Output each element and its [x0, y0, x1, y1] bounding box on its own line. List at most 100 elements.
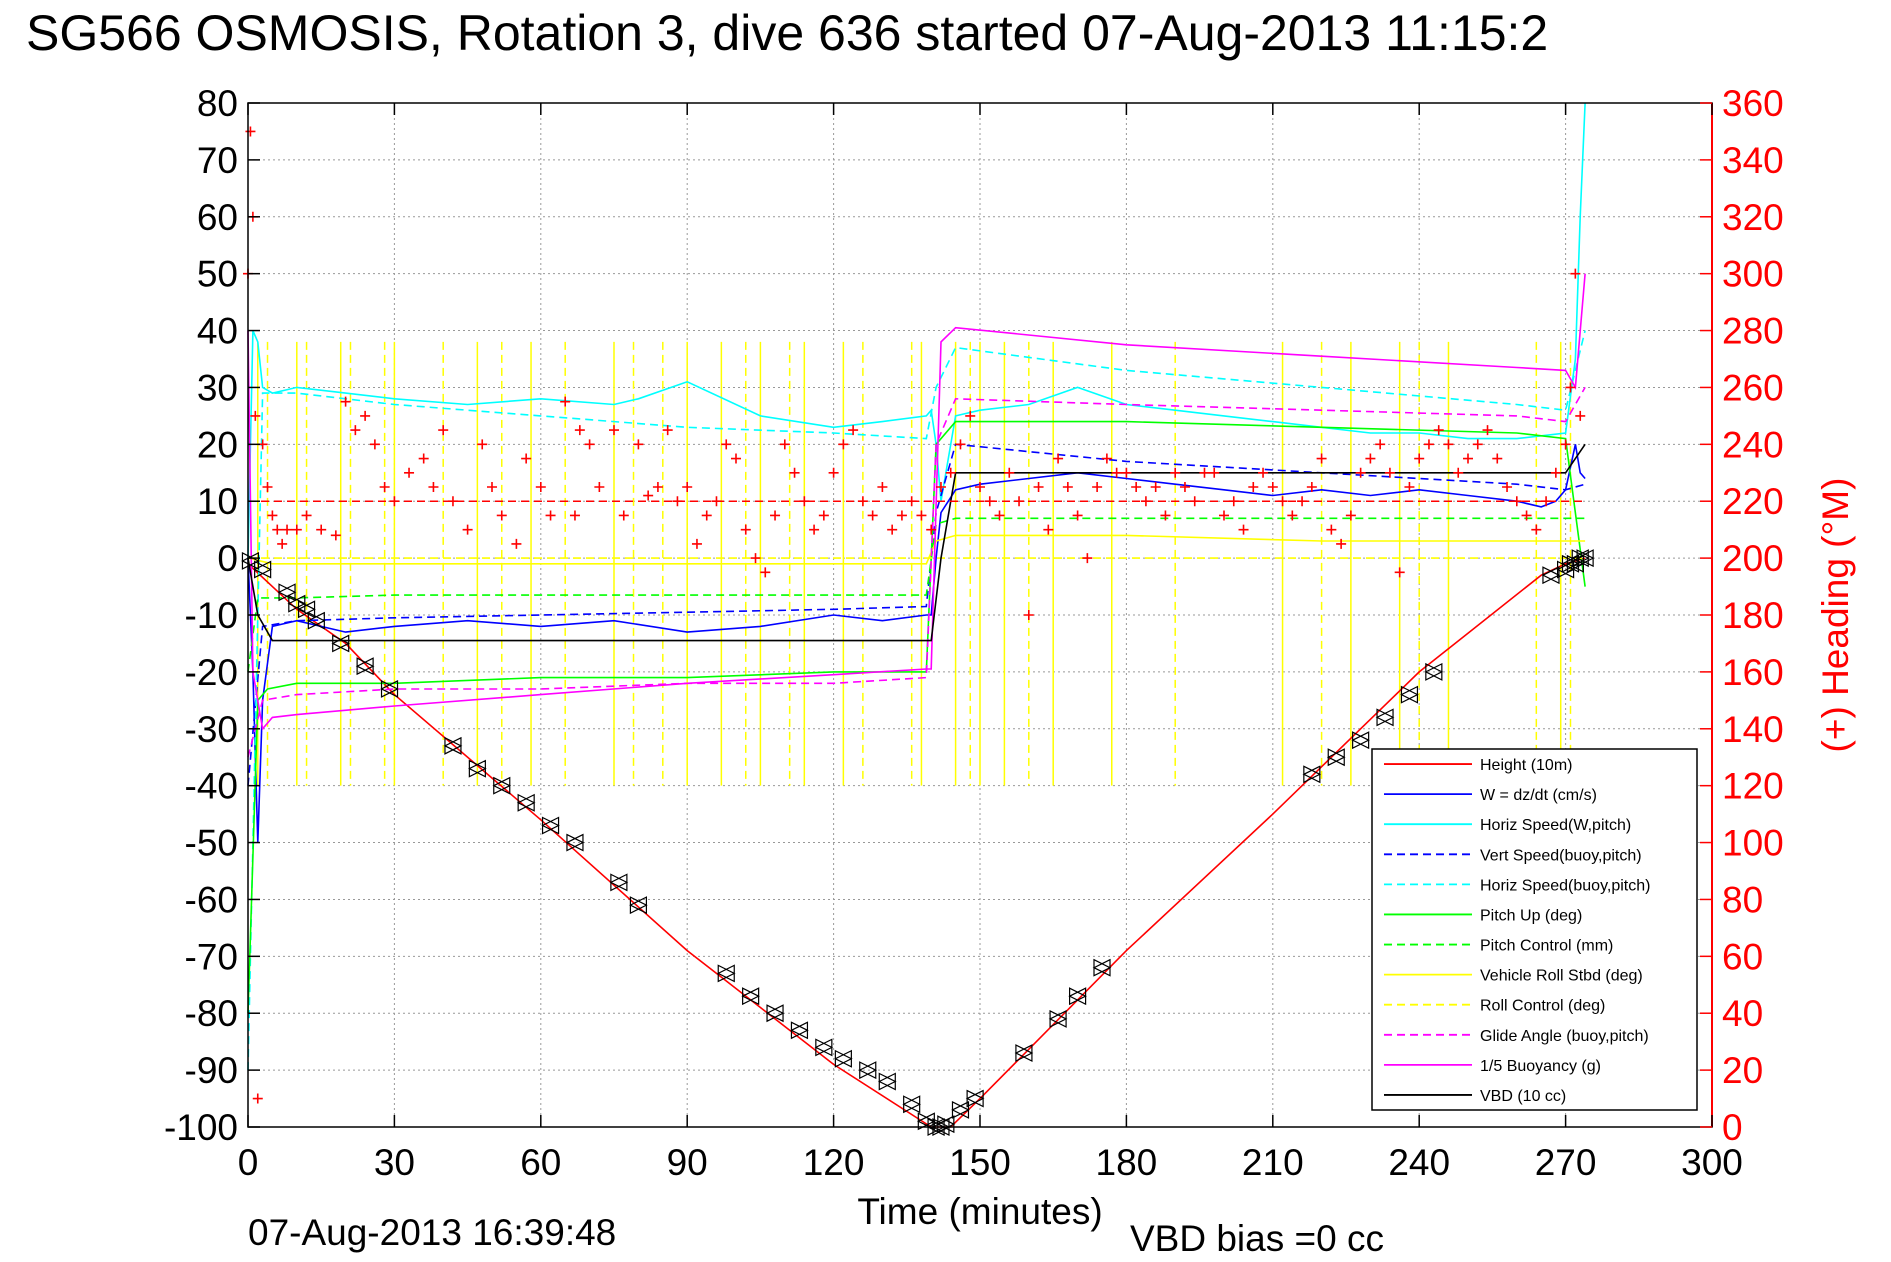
heading-point: [643, 490, 654, 501]
heading-point: [1384, 467, 1395, 478]
heading-point: [652, 482, 663, 492]
heading-point: [1433, 425, 1444, 436]
depth-marker: [565, 833, 585, 852]
heading-point: [1258, 467, 1269, 478]
heading-point: [1121, 467, 1132, 478]
legend-label: VBD (10 cc): [1480, 1088, 1566, 1105]
heading-point: [618, 510, 629, 521]
heading-point: [1277, 496, 1288, 507]
heading-point: [945, 467, 956, 478]
heading-point: [1140, 496, 1151, 507]
depth-marker: [902, 1095, 922, 1114]
x-tick-label: 180: [1096, 1142, 1158, 1183]
y2-tick-label: 0: [1722, 1107, 1743, 1148]
heading-point: [1443, 439, 1454, 450]
heading-point: [1492, 453, 1503, 464]
heading-point: [1209, 467, 1220, 478]
legend-label: Pitch Control (mm): [1480, 938, 1613, 955]
y-tick-label: 30: [197, 367, 238, 408]
heading-point: [1560, 439, 1571, 450]
heading-point: [1541, 496, 1552, 507]
y-tick-label: 40: [197, 311, 238, 352]
y-tick-label: -100: [164, 1107, 238, 1148]
y2-tick-label: 100: [1722, 823, 1784, 864]
heading-point: [1072, 510, 1083, 521]
y2-tick-label: 180: [1722, 595, 1784, 636]
x-tick-label: 30: [374, 1142, 415, 1183]
heading-point: [1550, 467, 1561, 478]
heading-point: [1453, 467, 1464, 478]
depth-marker: [741, 987, 760, 1006]
heading-point: [301, 510, 312, 521]
y2-tick-label: 320: [1722, 197, 1784, 238]
heading-point: [1150, 482, 1161, 492]
y-tick-label: 20: [197, 424, 238, 465]
depth-marker: [1068, 987, 1087, 1006]
y-tick-label: 70: [197, 140, 238, 181]
depth-marker: [1424, 662, 1444, 681]
heading-point: [1131, 482, 1142, 492]
y2-tick-label: 200: [1722, 538, 1784, 579]
heading-point: [291, 524, 302, 535]
heading-point: [994, 510, 1005, 521]
heading-point: [1053, 453, 1064, 464]
heading-point: [906, 496, 917, 507]
heading-point: [711, 496, 722, 507]
heading-point: [672, 496, 683, 507]
heading-point: [1092, 482, 1103, 492]
y2-tick-label: 20: [1722, 1050, 1763, 1091]
heading-point: [770, 510, 781, 521]
axis-layer: 0 30 60 90 120 150 180 210 240 270 300807060504030…: [164, 83, 1784, 1183]
y2-tick-label: 220: [1722, 481, 1784, 522]
x-tick-label: 90: [667, 1142, 708, 1183]
heading-point: [896, 510, 907, 521]
y-tick-label: -90: [185, 1050, 238, 1091]
heading-point: [799, 496, 810, 507]
y-tick-label: 50: [197, 254, 238, 295]
right-axis-label: (+) Heading (°M): [1815, 478, 1856, 753]
heading-point: [262, 482, 273, 492]
heading-point: [267, 510, 278, 521]
x-tick-label: 300: [1681, 1142, 1743, 1183]
heading-point: [1014, 496, 1025, 507]
y-tick-label: 80: [197, 83, 238, 124]
legend-label: Horiz Speed(W,pitch): [1480, 817, 1631, 834]
legend-label: Height (10m): [1480, 757, 1572, 774]
depth-marker: [1351, 731, 1370, 750]
heading-point: [975, 482, 985, 492]
heading-point: [1565, 382, 1576, 393]
heading-point: [1043, 524, 1054, 535]
heading-point: [277, 538, 288, 549]
depth-marker: [468, 759, 487, 778]
heading-point: [428, 482, 439, 492]
heading-point: [360, 410, 371, 421]
legend-label: 1/5 Buoyancy (g): [1480, 1058, 1601, 1075]
y-tick-label: 10: [197, 481, 238, 522]
y-tick-label: 60: [197, 197, 238, 238]
series-line-4: [247, 330, 1586, 1071]
heading-point: [1375, 439, 1386, 450]
heading-point: [418, 453, 429, 464]
y2-tick-label: 60: [1722, 936, 1763, 977]
heading-point: [1502, 482, 1513, 492]
heading-point: [1306, 482, 1317, 492]
legend-label: Vehicle Roll Stbd (deg): [1480, 968, 1643, 985]
heading-point: [584, 439, 595, 450]
heading-point: [1570, 268, 1581, 279]
heading-point: [984, 496, 995, 507]
depth-marker: [1014, 1044, 1034, 1063]
y-tick-label: 0: [217, 538, 238, 579]
y-tick-label: -70: [185, 936, 238, 977]
heading-point: [740, 524, 751, 535]
heading-point: [487, 482, 497, 492]
depth-marker: [936, 1115, 956, 1134]
chart-title: SG566 OSMOSIS, Rotation 3, dive 636 star…: [26, 5, 1549, 61]
depth-marker: [1541, 566, 1561, 585]
heading-point: [369, 439, 380, 450]
heading-point: [1267, 482, 1278, 492]
footer-timestamp: 07-Aug-2013 16:39:48: [248, 1212, 617, 1253]
heading-point: [1414, 453, 1425, 464]
depth-marker: [814, 1038, 834, 1057]
depth-marker: [253, 560, 272, 579]
